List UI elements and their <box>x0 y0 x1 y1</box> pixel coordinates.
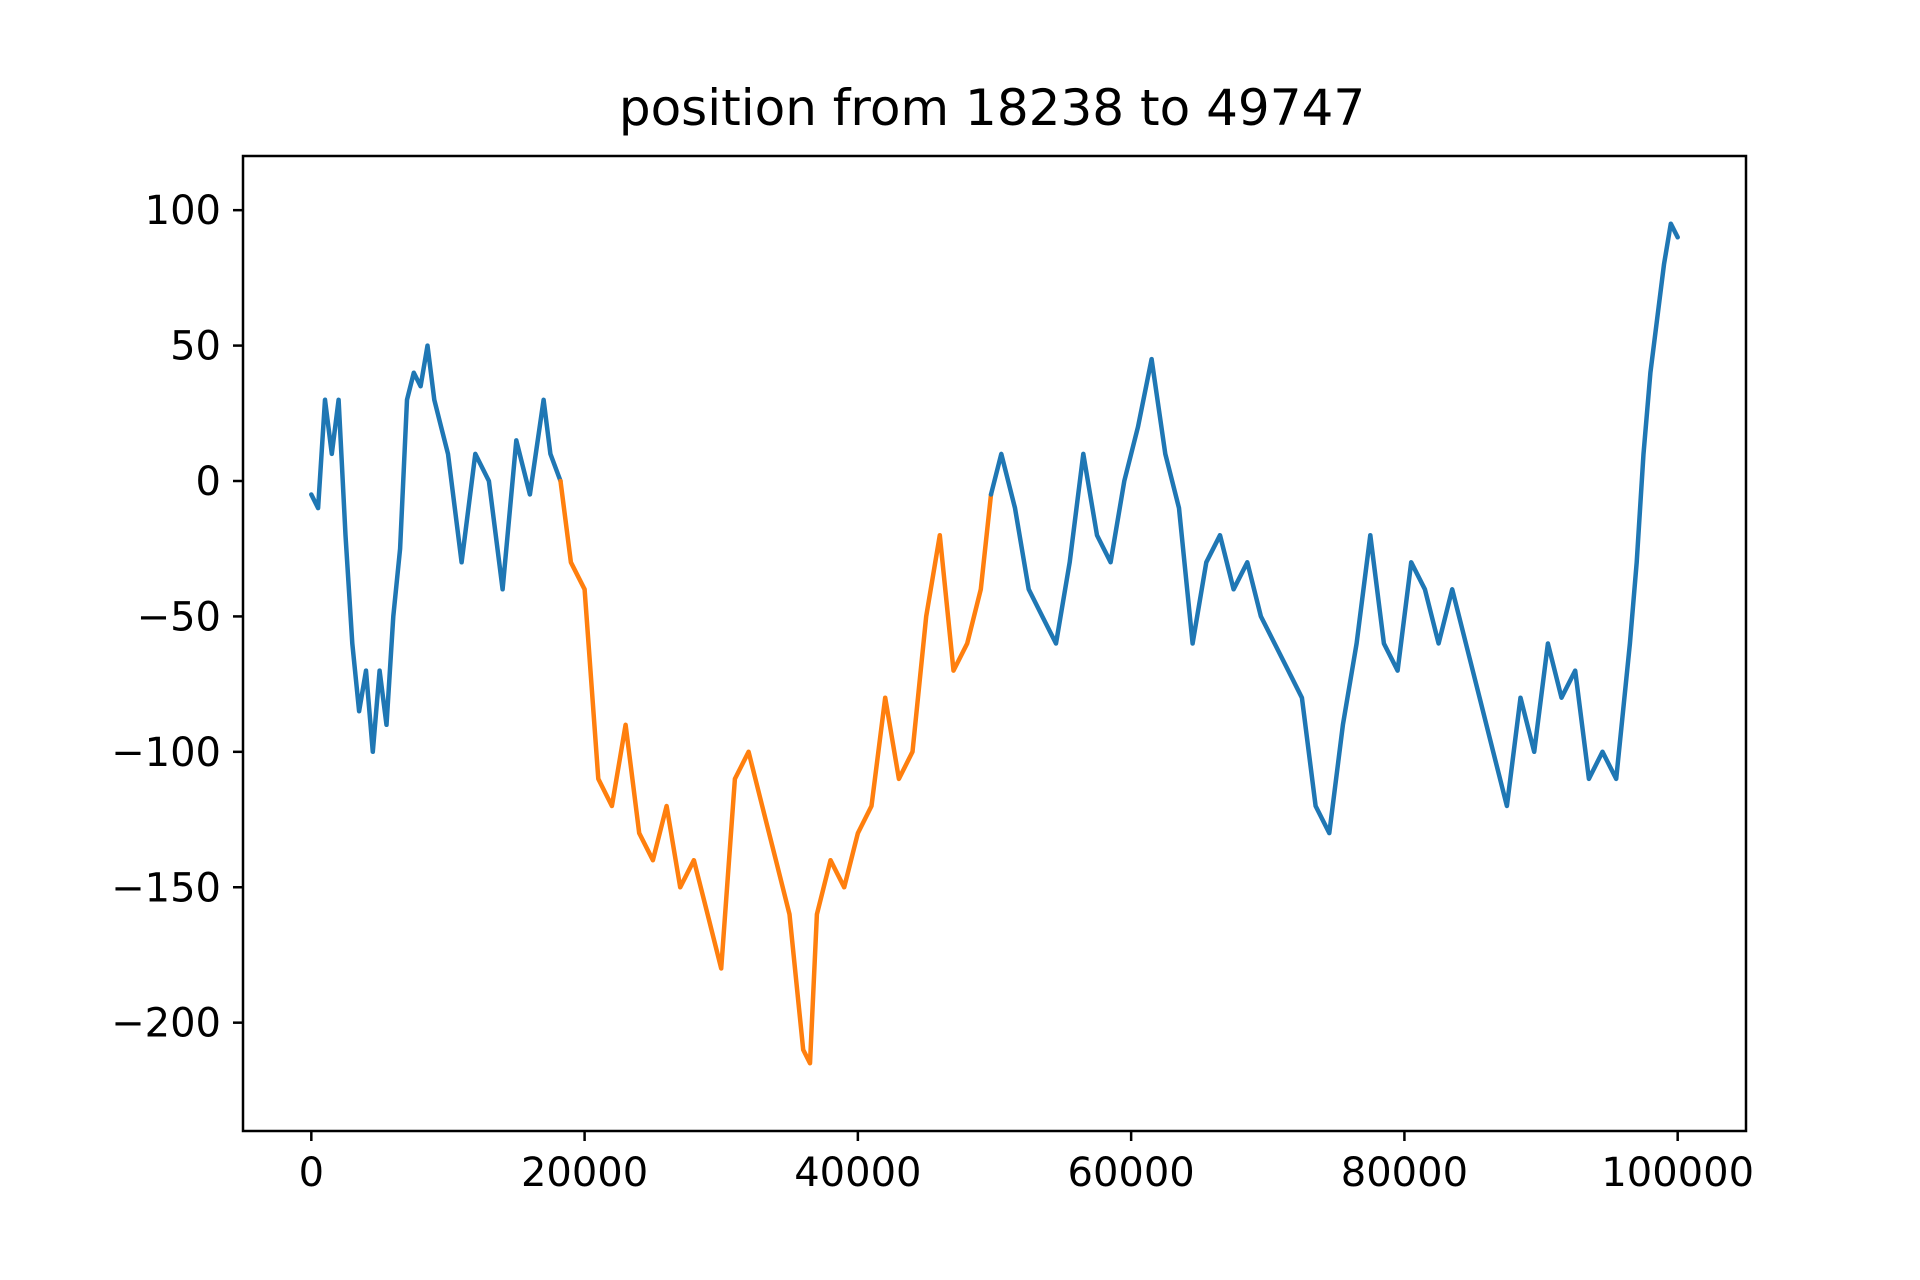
x-tick-label: 80000 <box>1341 1150 1468 1196</box>
y-tick-label: 50 <box>170 324 221 370</box>
walk-segment-line-2 <box>988 221 1680 836</box>
x-axis: 0 20000 40000 60000 80000 100000 <box>299 1131 1754 1196</box>
y-tick-label: 100 <box>145 188 221 234</box>
series-layer <box>309 221 1680 1066</box>
y-tick-label: −200 <box>111 1001 221 1047</box>
y-axis: 100 50 0 −50 −100 −150 −200 <box>111 188 243 1047</box>
walk-segment-line-0 <box>309 343 563 755</box>
chart-title: position from 18238 to 49747 <box>619 79 1365 137</box>
y-tick-label: 0 <box>196 459 221 505</box>
y-tick-label: −100 <box>111 730 221 776</box>
x-tick-label: 20000 <box>521 1150 648 1196</box>
highlighted-segment-line <box>558 478 994 1066</box>
y-tick-label: −150 <box>111 865 221 911</box>
x-tick-label: 40000 <box>794 1150 921 1196</box>
plot-area-frame <box>241 154 1748 1133</box>
y-tick-label: −50 <box>137 594 221 640</box>
x-tick-label: 60000 <box>1068 1150 1195 1196</box>
x-tick-label: 100000 <box>1601 1150 1754 1196</box>
x-tick-label: 0 <box>299 1150 324 1196</box>
